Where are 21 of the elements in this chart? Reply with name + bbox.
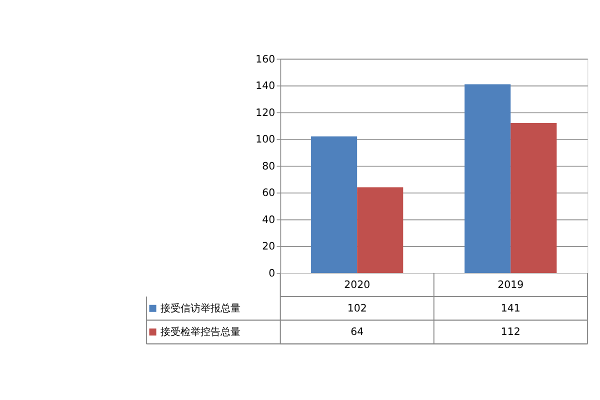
y-tick-label: 160 [256,54,276,66]
x-tick-label: 2020 [344,280,370,291]
x-tick-label: 2019 [498,280,524,291]
y-tick-label: 0 [268,268,276,280]
data-label: 112 [500,327,520,338]
bar [510,123,557,273]
y-tick-label: 40 [262,214,276,226]
y-tick-label: 100 [256,134,276,146]
y-tick-label: 120 [256,108,276,119]
legend-label: 接受检举控告总量 [160,326,241,338]
data-label: 64 [350,327,364,338]
bar [311,136,358,273]
data-label: 141 [500,304,520,315]
y-tick-label: 80 [262,161,276,172]
bar [357,187,404,273]
legend-label: 接受信访举报总量 [160,302,241,315]
bar [464,84,511,273]
y-tick-label: 60 [262,188,276,200]
data-label: 102 [347,304,367,315]
y-tick-label: 140 [256,81,276,92]
y-tick-label: 20 [262,242,276,253]
